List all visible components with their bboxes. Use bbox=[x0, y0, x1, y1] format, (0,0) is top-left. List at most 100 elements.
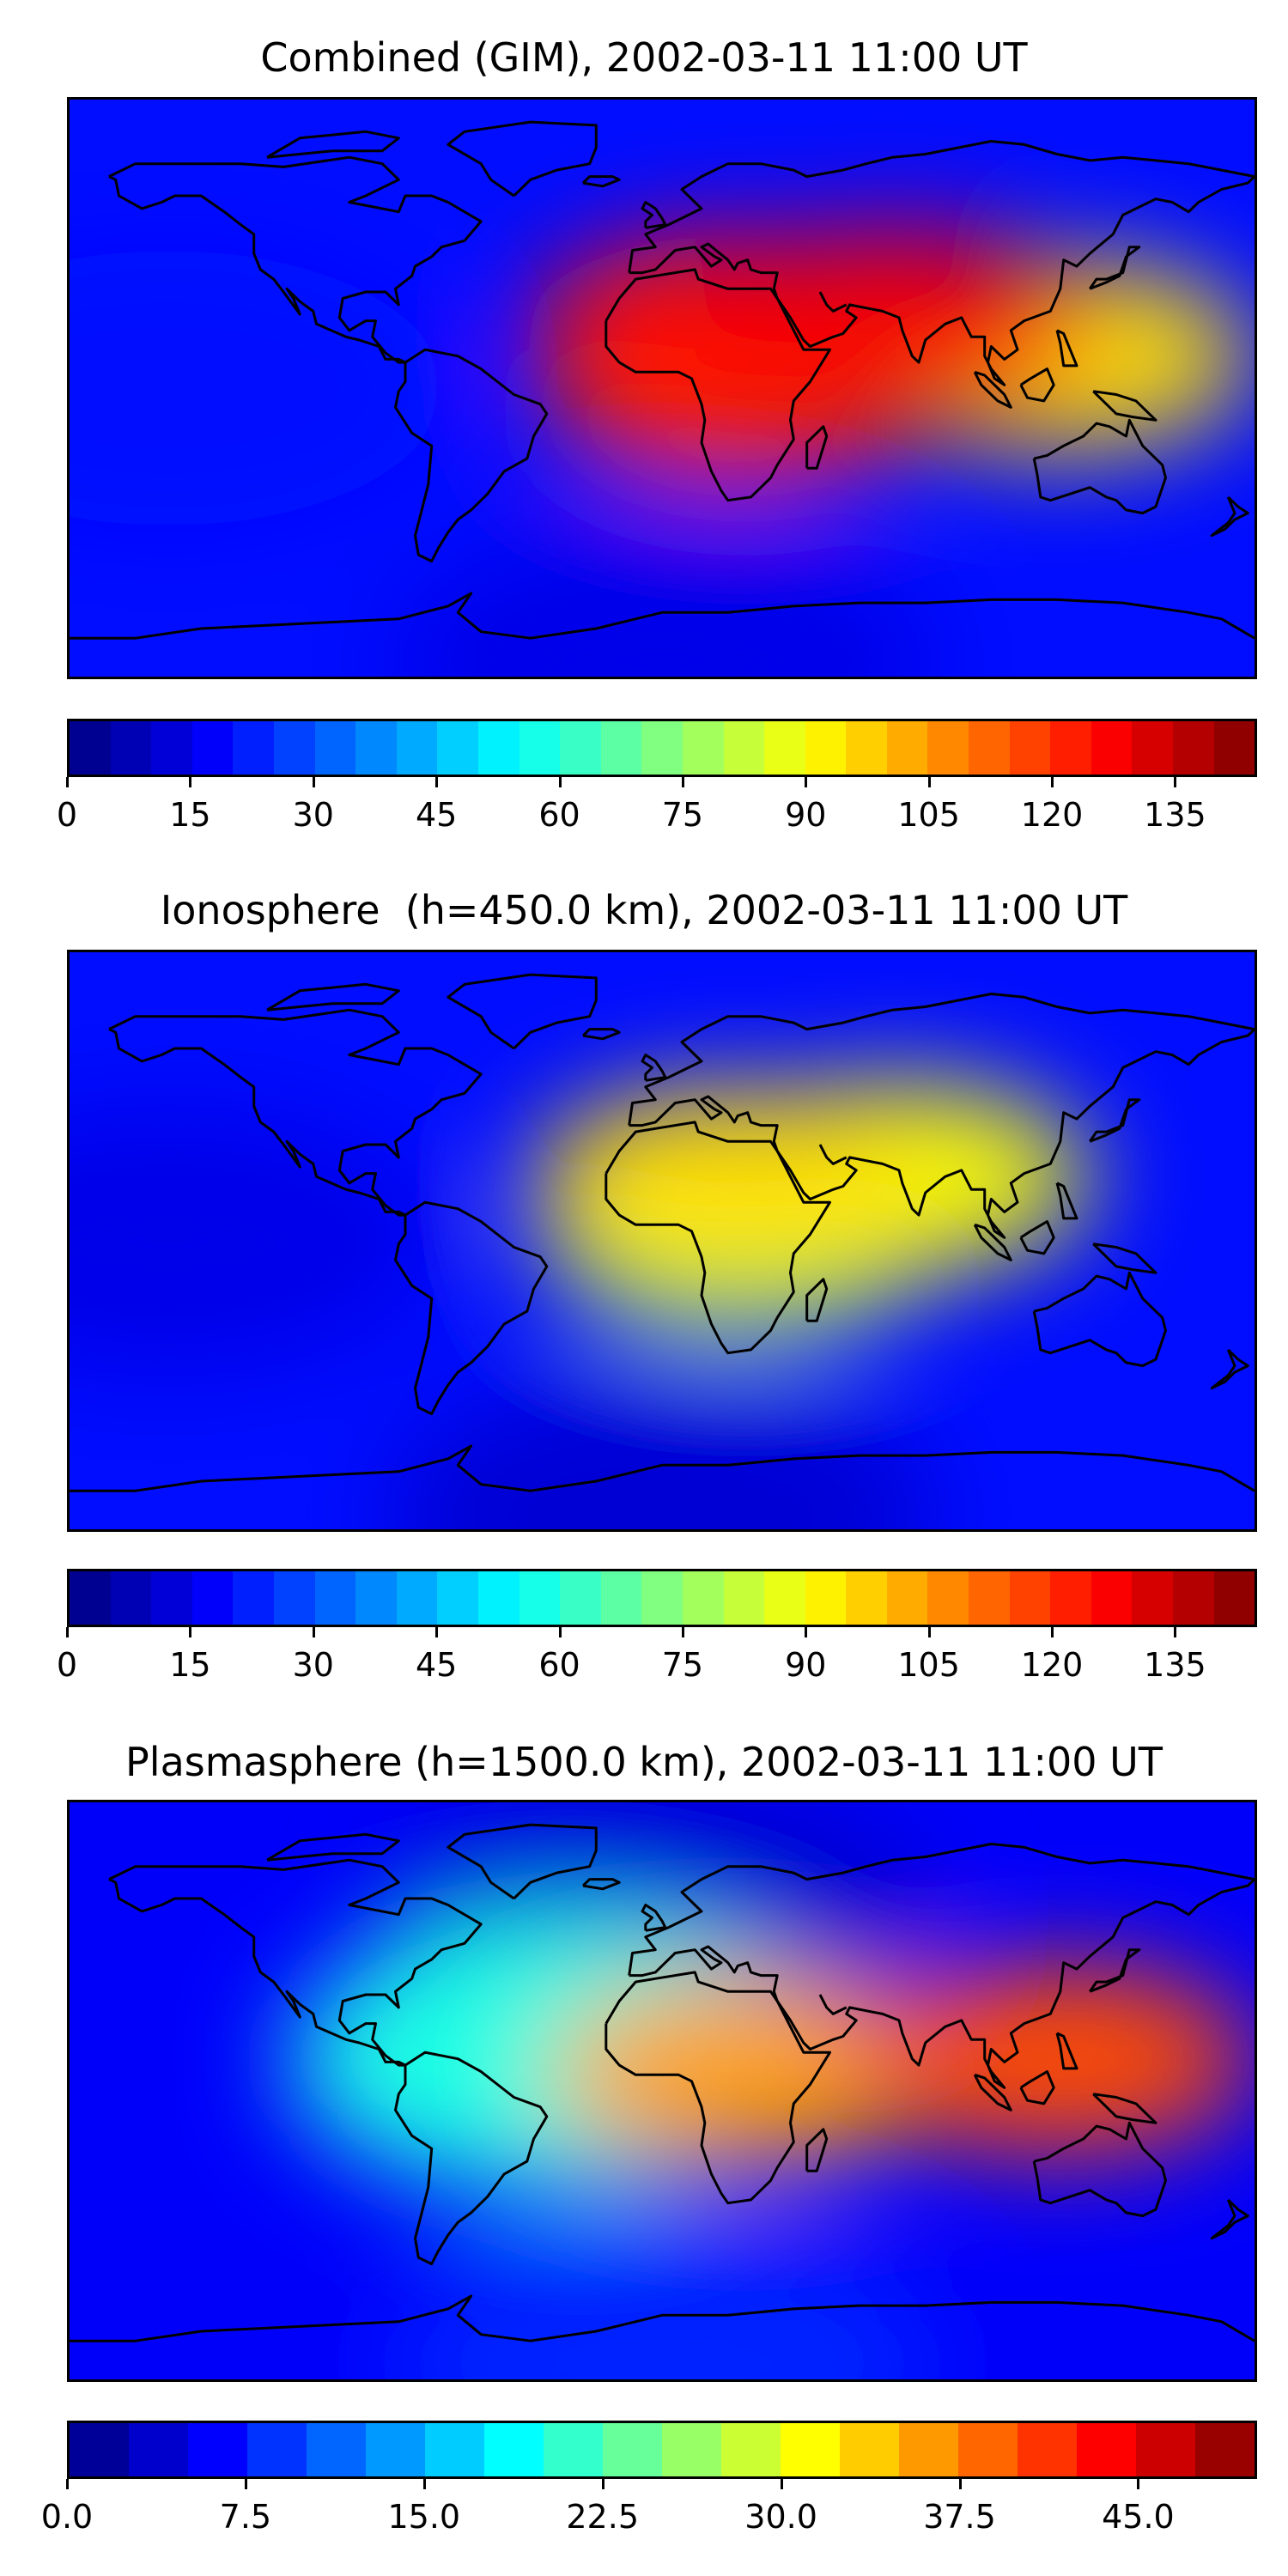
colorbar-combined bbox=[67, 719, 1257, 777]
colorbar-tick-label: 0.0 bbox=[40, 2498, 94, 2536]
colorbar-segment bbox=[662, 2423, 721, 2476]
colorbar-segment bbox=[958, 2423, 1018, 2476]
colorbar-tick-label: 135 bbox=[1144, 1646, 1206, 1684]
colorbar-tick-label: 0 bbox=[56, 1646, 78, 1684]
coastline-borneo bbox=[1019, 368, 1055, 403]
map-panel-ionosphere bbox=[67, 950, 1257, 1532]
colorbar-tick-label: 15.0 bbox=[387, 2498, 461, 2536]
coastline-new-guinea bbox=[1092, 2093, 1157, 2124]
colorbar-segment bbox=[233, 1571, 274, 1625]
colorbar-tick bbox=[1174, 777, 1177, 787]
coastline-iceland bbox=[581, 1028, 621, 1041]
coastline-borneo bbox=[1019, 1220, 1055, 1255]
colorbar-tick-label: 22.5 bbox=[566, 2498, 639, 2536]
coastline-madagascar bbox=[805, 425, 829, 470]
colorbar-tick-label: 45 bbox=[415, 796, 458, 834]
colorbar-segment bbox=[969, 1571, 1010, 1625]
colorbar-segment bbox=[846, 1571, 887, 1625]
colorbar-segment bbox=[846, 721, 887, 775]
colorbar-tick-label: 120 bbox=[1020, 1646, 1084, 1684]
colorbar-tick bbox=[558, 1627, 562, 1637]
colorbar-tick bbox=[681, 1627, 684, 1637]
colorbar-segment bbox=[477, 721, 519, 775]
colorbar-segment bbox=[886, 1571, 928, 1625]
coastline-greenland bbox=[447, 120, 598, 197]
colorbar-ionosphere bbox=[67, 1569, 1257, 1627]
colorbar-segment bbox=[781, 2423, 840, 2476]
field-region-equatorial-anomaly-peak-india bbox=[695, 229, 1091, 419]
colorbar-segment bbox=[603, 2423, 662, 2476]
coastline-africa bbox=[605, 268, 831, 502]
colorbar-segment bbox=[70, 1571, 111, 1625]
coastline-arabian-gulf-outline bbox=[818, 291, 848, 313]
coastline-arabian-gulf-outline bbox=[818, 1144, 848, 1165]
coastlines bbox=[70, 1823, 1255, 2342]
colorbar-segment bbox=[1009, 1571, 1051, 1625]
coastline-australia bbox=[1032, 418, 1167, 515]
colorbar-tick-label: 105 bbox=[897, 796, 960, 834]
coastline-sumatra bbox=[973, 1223, 1012, 1261]
colorbar-segment bbox=[314, 721, 356, 775]
colorbar-segment bbox=[600, 1571, 642, 1625]
colorbar-tick bbox=[435, 1627, 439, 1637]
colorbar-segment bbox=[886, 721, 928, 775]
coastline-madagascar bbox=[805, 1278, 829, 1322]
colorbar-tick bbox=[1051, 777, 1054, 787]
colorbar-ticks-combined: 0 15 30 45 60 75 90 105 120 135 bbox=[57, 777, 1257, 834]
colorbar-tick bbox=[927, 777, 931, 787]
colorbar-segment bbox=[641, 1571, 683, 1625]
colorbar-tick-label: 60 bbox=[538, 1646, 580, 1684]
colorbar-tick-label: 90 bbox=[785, 796, 827, 834]
colorbar-tick bbox=[927, 1627, 931, 1637]
colorbar-segment bbox=[247, 2423, 307, 2476]
colorbar-segment bbox=[1050, 1571, 1091, 1625]
coastline-new-guinea bbox=[1092, 1242, 1157, 1274]
colorbar-segment bbox=[899, 2423, 958, 2476]
colorbar-tick-label: 7.5 bbox=[219, 2498, 272, 2536]
colorbar-segment bbox=[1077, 2423, 1136, 2476]
map-svg bbox=[70, 952, 1255, 1529]
colorbar-segment bbox=[641, 721, 683, 775]
colorbar-segment bbox=[1213, 1571, 1255, 1625]
map-title-plasmasphere: Plasmasphere (h=1500.0 km), 2002-03-11 1… bbox=[125, 1739, 1163, 1785]
field-region-indonesia-peak bbox=[860, 1964, 1255, 2154]
colorbar-segment bbox=[1091, 721, 1133, 775]
coastline-new-zealand bbox=[1210, 495, 1249, 538]
colorbar-tick-label: 37.5 bbox=[923, 2498, 996, 2536]
colorbar-segment bbox=[437, 1571, 478, 1625]
coastline-iceland bbox=[581, 175, 621, 188]
coastline-new-zealand bbox=[1210, 2198, 1249, 2240]
colorbar-tick-label: 75 bbox=[661, 796, 704, 834]
colorbar-tick bbox=[1137, 2479, 1140, 2489]
colorbar-tick bbox=[189, 777, 192, 787]
colorbar-segment bbox=[805, 1571, 847, 1625]
colorbar-segment bbox=[682, 1571, 724, 1625]
colorbar-segment bbox=[110, 1571, 152, 1625]
colorbar-segment bbox=[70, 2423, 129, 2476]
colorbar-segment bbox=[560, 1571, 601, 1625]
colorbar-segment bbox=[1132, 721, 1174, 775]
colorbar-ticks-plasmasphere: 0.0 7.5 15.0 22.5 30.0 37.5 45.0 bbox=[41, 2479, 1257, 2536]
coastline-borneo bbox=[1019, 2070, 1055, 2105]
colorbar-tick bbox=[558, 777, 562, 787]
coastline-north-america bbox=[108, 155, 483, 364]
colorbar-tick bbox=[805, 777, 808, 787]
coastline-iceland bbox=[581, 1878, 621, 1891]
colorbar-segment bbox=[366, 2423, 425, 2476]
coastline-greenland bbox=[447, 973, 598, 1050]
colorbar-segment bbox=[233, 721, 274, 775]
coastline-greenland bbox=[447, 1823, 598, 1900]
colorbar-segment bbox=[273, 721, 315, 775]
coastline-south-america bbox=[394, 2050, 549, 2266]
coastline-antarctica bbox=[70, 1444, 1255, 1492]
colorbar-segment bbox=[151, 1571, 192, 1625]
colorbar-tick bbox=[958, 2479, 962, 2489]
colorbar-tick-label: 15 bbox=[169, 796, 211, 834]
coastline-eurasia bbox=[628, 140, 1255, 386]
colorbar-segment bbox=[1195, 2423, 1255, 2476]
colorbar-segment bbox=[927, 1571, 969, 1625]
colorbar-tick bbox=[681, 777, 684, 787]
map-panel-plasmasphere bbox=[67, 1800, 1257, 2382]
colorbar-segment bbox=[191, 1571, 234, 1625]
